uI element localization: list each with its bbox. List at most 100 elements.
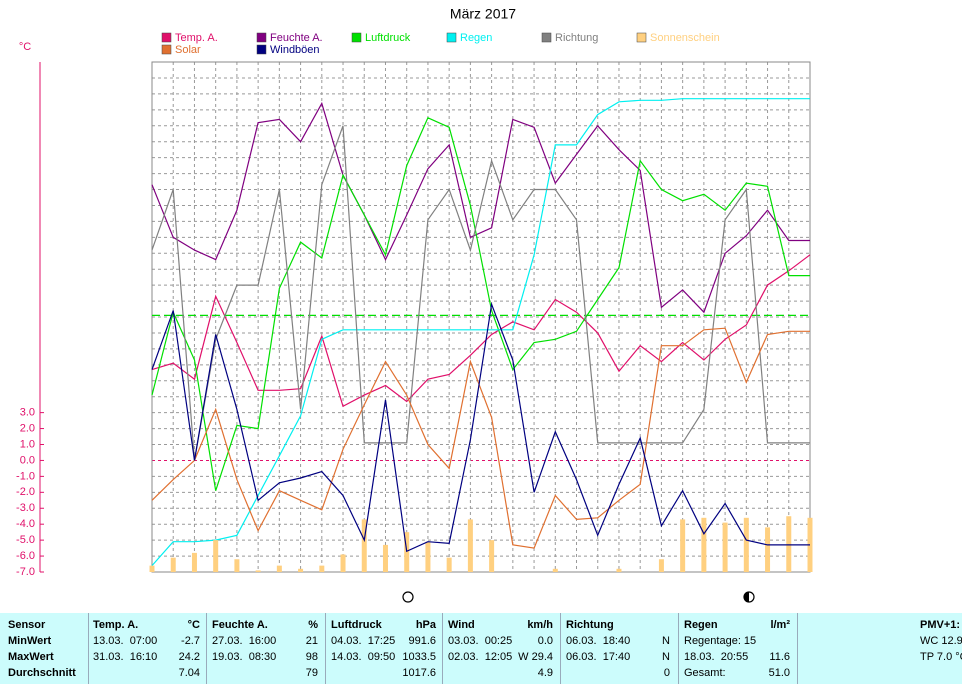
- cell-value: 7.04: [178, 667, 200, 679]
- cell-text: 27.03. 16:00: [212, 635, 277, 647]
- column-separator: [560, 613, 561, 684]
- legend-swatch: [351, 32, 362, 43]
- cell-text: WC 12.9: [920, 635, 962, 647]
- column-unit: °C: [187, 619, 200, 631]
- sunshine-bar: [786, 516, 792, 572]
- cell-text: Gesamt:: [684, 667, 726, 679]
- row-label: Sensor: [8, 619, 46, 631]
- cell-value: 24.2: [178, 651, 200, 663]
- cell-text: 03.03. 00:25: [448, 635, 513, 647]
- sunshine-bar: [404, 532, 410, 572]
- column-separator: [442, 613, 443, 684]
- cell-value: 51.0: [768, 667, 790, 679]
- cell-value: -2.7: [181, 635, 200, 647]
- cell-text: 19.03. 08:30: [212, 651, 277, 663]
- half-moon-fill: [744, 592, 749, 602]
- y-tick-label: -1.0: [16, 470, 35, 482]
- column-separator: [678, 613, 679, 684]
- column-unit: %: [308, 619, 318, 631]
- sunshine-bar: [382, 544, 388, 572]
- sunshine-bar: [489, 540, 495, 572]
- y-tick-label: -6.0: [16, 550, 35, 562]
- cell-text: 18.03. 20:55: [684, 651, 749, 663]
- column-unit: hPa: [415, 619, 436, 631]
- legend-label: Sonnenschein: [650, 32, 720, 44]
- legend-swatch: [161, 44, 172, 55]
- y-tick-label: 0.0: [20, 454, 35, 466]
- legend-label: Richtung: [555, 32, 598, 44]
- sunshine-bar: [149, 565, 155, 572]
- sunshine-bar: [616, 568, 622, 572]
- legend-label: Luftdruck: [365, 32, 411, 44]
- cell-text: 13.03. 07:00: [93, 635, 158, 647]
- sunshine-bar: [658, 559, 664, 572]
- series-line: [151, 101, 810, 314]
- y-tick-label: -7.0: [16, 566, 35, 578]
- sunshine-bar: [446, 557, 452, 572]
- sunshine-bar: [361, 519, 367, 572]
- full-moon-icon: [402, 591, 414, 603]
- cell-value: N: [662, 635, 670, 647]
- legend-swatch: [161, 32, 172, 43]
- series-line: [151, 254, 811, 408]
- sunshine-bar: [701, 517, 707, 572]
- cell-text: TP 7.0 °C: [920, 651, 962, 663]
- sunshine-bar: [552, 568, 558, 572]
- cell-value: 991.6: [408, 635, 436, 647]
- sunshine-bar: [191, 552, 197, 572]
- row-label: MinWert: [8, 635, 52, 647]
- y-tick-label: -5.0: [16, 534, 35, 546]
- cell-value: 79: [305, 667, 318, 679]
- series-line: [151, 125, 810, 461]
- cell-value: W 29.4: [518, 651, 553, 663]
- legend-swatch: [446, 32, 457, 43]
- column-header: PMV+1:: [920, 619, 961, 631]
- cell-text: 02.03. 12:05: [448, 651, 513, 663]
- sunshine-bar: [425, 541, 431, 572]
- cell-text: 04.03. 17:25: [331, 635, 396, 647]
- sunshine-bar: [213, 540, 219, 572]
- legend-swatch: [256, 44, 267, 55]
- legend-label: Windböen: [270, 44, 320, 56]
- column-separator: [797, 613, 798, 684]
- cell-value: 1017.6: [402, 667, 436, 679]
- cell-value: 1033.5: [402, 651, 436, 663]
- sunshine-bar: [170, 557, 176, 572]
- sunshine-bar: [467, 519, 473, 572]
- sunshine-bar: [722, 522, 728, 572]
- y-tick-label: -4.0: [16, 518, 35, 530]
- chart: März 2017 °C 3.0 2.0 1.0 0.0 -1.0 -2.0 -3.0 -4.…: [16, 6, 813, 603]
- legend-swatch: [541, 32, 552, 43]
- cell-value: 21: [305, 635, 318, 647]
- chart-title: März 2017: [450, 6, 516, 22]
- column-header: Richtung: [566, 619, 614, 631]
- cell-text: 06.03. 18:40: [566, 635, 631, 647]
- series-line: [151, 98, 810, 566]
- column-header: Wind: [448, 619, 475, 631]
- column-unit: l/m²: [770, 619, 790, 631]
- sunshine-bar: [298, 568, 304, 572]
- column-header: Regen: [684, 619, 718, 631]
- y-tick-label: 2.0: [20, 422, 35, 434]
- cell-value: N: [662, 651, 670, 663]
- column-header: Luftdruck: [331, 619, 382, 631]
- cell-text: Regentage: 15: [684, 635, 757, 647]
- series-line: [151, 301, 810, 553]
- sunshine-bar: [680, 519, 686, 572]
- cell-value: 11.6: [769, 651, 790, 663]
- column-separator: [325, 613, 326, 684]
- cell-value: 4.9: [537, 667, 553, 679]
- cell-value: 0.0: [537, 635, 553, 647]
- column-header: Feuchte A.: [212, 619, 268, 631]
- plot-frame: [151, 61, 811, 573]
- legend-label: Feuchte A.: [270, 32, 323, 44]
- column-unit: km/h: [527, 619, 553, 631]
- y-tick-label: 1.0: [20, 438, 35, 450]
- y-tick-label: -2.0: [16, 486, 35, 498]
- summary-table: Sensor MinWert MaxWert Durchschnitt Temp. A.…: [0, 613, 962, 684]
- y-tick-label: 3.0: [20, 407, 35, 419]
- cell-value: 0: [663, 667, 670, 679]
- sunshine-bar: [765, 527, 771, 572]
- column-header: Temp. A.: [93, 619, 139, 631]
